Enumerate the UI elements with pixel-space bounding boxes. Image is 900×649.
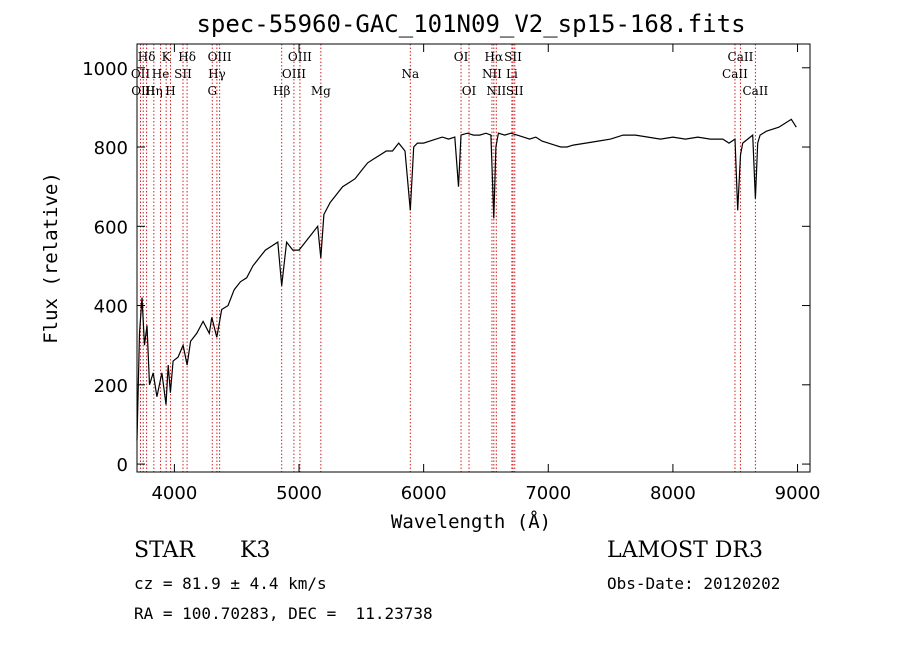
spectral-line-label-12: OIII xyxy=(288,50,312,64)
spectral-line-label-3: K xyxy=(162,50,172,64)
spectral-line-label-20: SII xyxy=(504,50,522,64)
x-tick-label-8000: 8000 xyxy=(650,483,696,504)
y-tick-label-1000: 1000 xyxy=(82,59,128,80)
spectral-line-label-26: CaII xyxy=(722,67,748,81)
spectral-line-label-4: He xyxy=(152,67,170,81)
spectral-line-label-7: H xyxy=(165,84,175,98)
spectral-line-label-11: G xyxy=(207,84,217,98)
y-tick-label-600: 600 xyxy=(94,217,128,238)
spectral-line-label-21: NII xyxy=(482,67,502,81)
coordinates: RA = 100.70283, DEC = 11.23738 xyxy=(134,604,433,623)
y-tick-label-400: 400 xyxy=(94,297,128,318)
x-tick-label-9000: 9000 xyxy=(775,483,821,504)
survey-name: LAMOST DR3 xyxy=(607,538,763,563)
spectral-line-label-10: Hγ xyxy=(208,67,226,81)
spectral-line-label-6: SII xyxy=(174,67,192,81)
object-class: STAR xyxy=(134,538,195,563)
observation-date: Obs-Date: 20120202 xyxy=(607,574,781,593)
x-axis-label: Wavelength (Å) xyxy=(391,510,551,533)
spectral-line-label-5: Hη xyxy=(145,84,163,98)
x-tick-label-7000: 7000 xyxy=(525,483,571,504)
redshift-value: cz = 81.9 ± 4.4 km/s xyxy=(134,574,327,593)
x-axis-ticks: 4000 5000 6000 7000 8000 9000 xyxy=(151,44,820,504)
spectral-line-label-0: Hδ xyxy=(138,50,156,64)
x-tick-label-4000: 4000 xyxy=(151,483,197,504)
spectral-line-label-25: CaII xyxy=(728,50,754,64)
object-subclass: K3 xyxy=(240,538,271,563)
y-axis-label: Flux (relative) xyxy=(40,172,62,344)
spectral-line-markers xyxy=(139,44,756,472)
spectral-line-label-13: OIII xyxy=(282,67,306,81)
spectral-line-label-14: Hβ xyxy=(273,84,290,98)
spectral-line-label-24: SII xyxy=(506,84,524,98)
spectral-line-label-9: OIII xyxy=(208,50,232,64)
spectral-line-label-15: Mg xyxy=(311,84,331,98)
spectral-line-label-1: OII xyxy=(131,67,151,81)
spectral-line-label-22: Li xyxy=(506,67,518,81)
spectral-line-label-19: Hα xyxy=(485,50,504,64)
plot-frame xyxy=(136,43,811,473)
x-tick-label-6000: 6000 xyxy=(401,483,447,504)
y-tick-label-0: 0 xyxy=(117,455,128,476)
spectral-line-label-8: Hδ xyxy=(178,50,196,64)
x-tick-label-5000: 5000 xyxy=(276,483,322,504)
spectral-line-label-16: Na xyxy=(401,67,419,81)
chart-title: spec-55960-GAC_101N09_V2_sp15-168.fits xyxy=(196,10,745,38)
spectral-line-label-17: OI xyxy=(454,50,469,64)
spectral-line-label-27: CaII xyxy=(742,84,768,98)
y-tick-label-800: 800 xyxy=(94,138,128,159)
spectral-line-label-23: NII xyxy=(486,84,506,98)
spectral-line-label-18: OI xyxy=(462,84,477,98)
spectrum-series-line xyxy=(136,118,797,441)
y-tick-label-200: 200 xyxy=(94,376,128,397)
y-axis-ticks: 0 200 400 600 800 1000 xyxy=(82,59,810,476)
